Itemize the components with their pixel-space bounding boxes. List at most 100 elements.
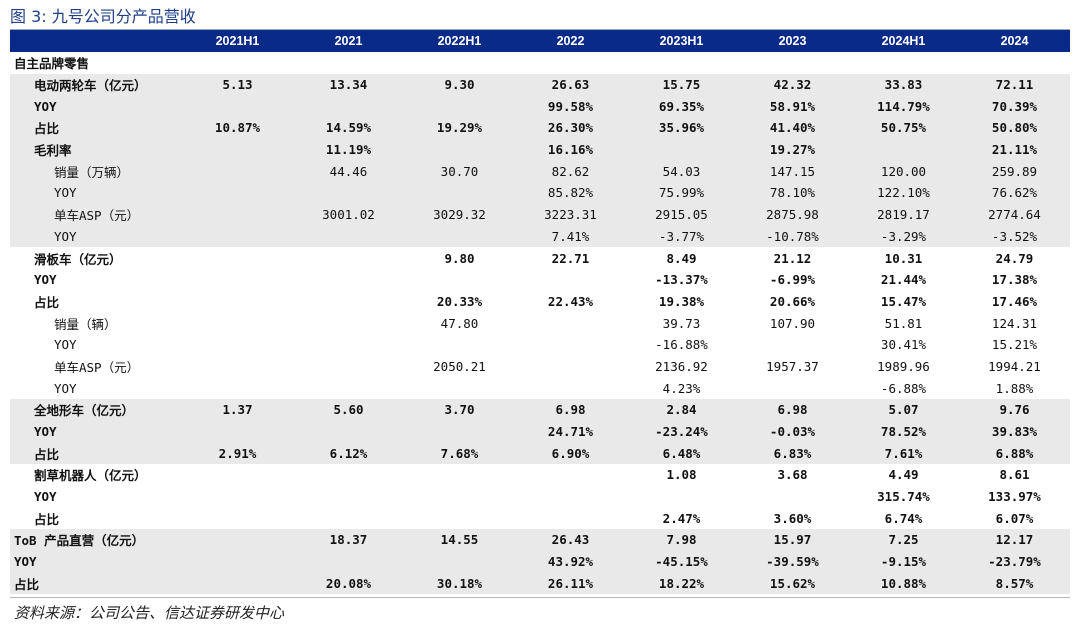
table-cell xyxy=(182,377,293,399)
table-cell: -23.79% xyxy=(959,550,1070,573)
table-row: 占比 10.87% 14.59% 19.29% 26.30% 35.96% 41.40% 50… xyxy=(10,117,1070,139)
table-cell xyxy=(182,182,293,204)
table-row: YOY -16.88% 30.41% 15.21% xyxy=(10,334,1070,356)
table-cell xyxy=(848,52,959,74)
table-cell: 6.98 xyxy=(515,399,626,421)
figure-title: 图 3: 九号公司分产品营收 xyxy=(10,7,196,26)
table-cell: 18.22% xyxy=(626,572,737,595)
table-cell: 11.19% xyxy=(293,138,404,161)
table-cell: 10.88% xyxy=(848,572,959,595)
table-cell xyxy=(737,334,848,356)
table-cell: 24.79 xyxy=(995,250,1034,266)
table-cell xyxy=(293,291,404,313)
row-label: YOY xyxy=(10,182,182,204)
row-label: 毛利率 xyxy=(10,138,182,161)
table-cell xyxy=(182,550,293,573)
table-cell xyxy=(182,291,293,313)
table-cell xyxy=(293,334,404,356)
table-cell: 21.12 xyxy=(773,250,812,266)
table-cell xyxy=(404,269,515,291)
table-cell: -3.29% xyxy=(848,225,959,248)
table-body: 自主品牌零售 电动两轮车（亿元） 5.13 13.34 9.30 26.63 15.75 42… xyxy=(10,52,1070,595)
table-cell: -13.37% xyxy=(655,272,708,288)
table-cell xyxy=(182,160,293,183)
table-cell: 20.08% xyxy=(293,572,404,595)
table-cell: 9.30 xyxy=(404,73,515,96)
table-cell xyxy=(737,52,848,74)
table-cell: 6.98 xyxy=(737,399,848,421)
table-cell: 26.30% xyxy=(515,117,626,139)
table-cell: 6.12% xyxy=(293,442,404,465)
table-cell xyxy=(515,486,626,508)
table-cell: 12.17 xyxy=(959,529,1070,551)
table-cell: 6.90% xyxy=(515,442,626,465)
table-row: 销量（辆） 47.80 39.73 107.90 51.81 124.31 xyxy=(10,312,1070,334)
table-cell: 15.97 xyxy=(737,529,848,551)
table-cell: 50.75% xyxy=(848,117,959,139)
table-cell: 15.47% xyxy=(880,293,927,309)
row-label: 全地形车（亿元） xyxy=(10,399,182,421)
table-cell: -3.77% xyxy=(626,225,737,248)
table-row: 占比 20.08% 30.18% 26.11% 18.22% 15.62% 10.88% 8.… xyxy=(10,572,1070,595)
table-cell: 259.89 xyxy=(959,160,1070,183)
table-cell: 50.80% xyxy=(959,117,1070,139)
table-cell: 6.83% xyxy=(737,442,848,465)
row-label: YOY xyxy=(54,380,77,396)
table-cell: 78.52% xyxy=(848,420,959,443)
table-cell: 14.59% xyxy=(293,117,404,139)
table-cell: 19.38% xyxy=(658,293,705,309)
row-label: 单车ASP（元） xyxy=(10,203,182,226)
table-cell: 41.40% xyxy=(737,117,848,139)
table-cell xyxy=(404,377,515,399)
table-cell xyxy=(182,203,293,226)
table-cell: 6.07% xyxy=(995,510,1034,526)
table-cell: 3.60% xyxy=(773,510,812,526)
table-cell: 99.58% xyxy=(515,95,626,118)
table-row: 自主品牌零售 xyxy=(10,52,1070,74)
table-cell xyxy=(515,464,626,486)
header-row: 2021H1 2021 2022H1 2022 2023H1 2023 2024… xyxy=(10,30,1070,52)
header-cell: 2021H1 xyxy=(215,34,260,48)
table-cell xyxy=(404,225,515,248)
table-cell: 26.63 xyxy=(515,73,626,96)
table-row: 单车ASP（元） 2050.21 2136.92 1957.37 1989.96 1994… xyxy=(10,356,1070,378)
table-cell xyxy=(182,507,293,529)
table-cell: 122.10% xyxy=(848,182,959,204)
table-cell: 30.41% xyxy=(880,337,927,353)
table-row: 电动两轮车（亿元） 5.13 13.34 9.30 26.63 15.75 42.32 33.… xyxy=(10,73,1070,96)
table-cell: 22.43% xyxy=(547,293,594,309)
table-cell xyxy=(626,486,737,508)
row-label: YOY xyxy=(34,272,57,288)
table-cell: 54.03 xyxy=(626,160,737,183)
row-label: 滑板车（亿元） xyxy=(34,251,122,267)
header-cell xyxy=(10,30,182,52)
table-cell: 1.37 xyxy=(182,399,293,421)
table-cell: 51.81 xyxy=(884,315,923,331)
table-cell: 1.88% xyxy=(995,380,1034,396)
table-cell xyxy=(182,464,293,486)
table-cell xyxy=(293,52,404,74)
table-row: YOY 315.74% 133.97% xyxy=(10,486,1070,508)
table-cell: 19.27% xyxy=(737,138,848,161)
table-row: 占比 20.33% 22.43% 19.38% 20.66% 15.47% 17.46% xyxy=(10,291,1070,313)
table-cell: 15.21% xyxy=(991,337,1038,353)
table-row: YOY 24.71% -23.24% -0.03% 78.52% 39.83% xyxy=(10,420,1070,443)
table-header: 2021H1 2021 2022H1 2022 2023H1 2023 2024… xyxy=(10,30,1070,52)
table-cell xyxy=(404,486,515,508)
table-cell: 30.70 xyxy=(404,160,515,183)
table-cell: 147.15 xyxy=(737,160,848,183)
table-row: YOY 4.23% -6.88% 1.88% xyxy=(10,377,1070,399)
table-cell xyxy=(182,312,293,334)
table-cell: 2.47% xyxy=(662,510,701,526)
table-cell xyxy=(293,377,404,399)
table-cell: 24.71% xyxy=(515,420,626,443)
table-cell xyxy=(737,377,848,399)
table-cell: 1989.96 xyxy=(877,358,930,374)
row-label: 占比 xyxy=(10,442,182,465)
table-cell: 2819.17 xyxy=(848,203,959,226)
table-cell: 26.43 xyxy=(515,529,626,551)
source-note: 资料来源：公司公告、信达证券研发中心 xyxy=(14,604,285,622)
table-cell: -10.78% xyxy=(737,225,848,248)
header-cell: 2024H1 xyxy=(881,34,926,48)
table-row: 销量（万辆） 44.46 30.70 82.62 54.03 147.15 120.00 25… xyxy=(10,160,1070,183)
